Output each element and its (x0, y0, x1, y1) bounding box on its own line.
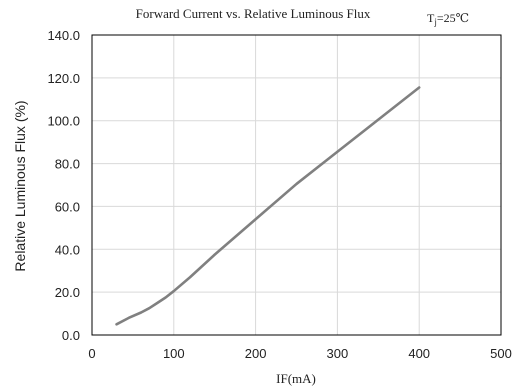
x-tick-label: 200 (245, 346, 267, 361)
y-axis-label: Relative Luminous Flux (%) (12, 100, 28, 271)
x-tick-label: 300 (327, 346, 349, 361)
chart-title: Forward Current vs. Relative Luminous Fl… (136, 6, 371, 21)
x-tick-label: 100 (163, 346, 185, 361)
y-tick-label: 0.0 (62, 328, 80, 343)
grid (92, 35, 501, 335)
x-tick-label: 0 (88, 346, 95, 361)
series-layer (115, 86, 421, 326)
condition-main: T (427, 11, 435, 25)
y-tick-label: 120.0 (47, 71, 80, 86)
condition-label: Tj=25℃ (427, 11, 469, 27)
series-line-0 (115, 86, 421, 326)
y-tick-label: 140.0 (47, 28, 80, 43)
condition-rest: =25℃ (437, 11, 469, 25)
y-tick-label: 40.0 (55, 242, 80, 257)
tick-labels: 0 100 200 300 400 500 0.0 20.0 40.0 60.0 80.0 100.0… (47, 28, 511, 361)
y-tick-label: 20.0 (55, 285, 80, 300)
plot-frame (91, 34, 502, 336)
condition-subscript: j (433, 17, 437, 27)
x-axis-label: IF(mA) (276, 371, 316, 386)
y-tick-label: 60.0 (55, 199, 80, 214)
x-tick-label: 500 (490, 346, 512, 361)
y-tick-label: 80.0 (55, 157, 80, 172)
x-tick-label: 400 (408, 346, 430, 361)
y-tick-label: 100.0 (47, 114, 80, 129)
